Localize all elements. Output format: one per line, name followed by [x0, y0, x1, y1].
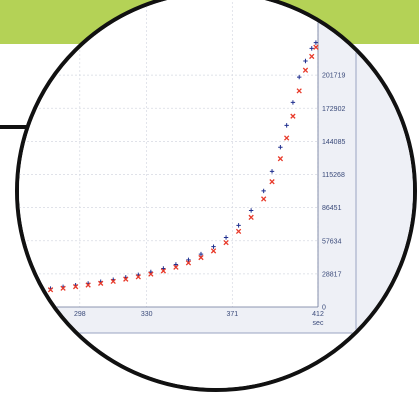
data-point-x [269, 179, 275, 185]
data-point-x [98, 280, 104, 286]
y-tick-label: 172902 [322, 106, 345, 113]
data-point-plus [284, 123, 289, 128]
y-tick-label: 86451 [322, 205, 342, 212]
data-point-plus [290, 100, 296, 105]
data-point-plus [186, 257, 191, 263]
y-tick-label: 115268 [322, 172, 345, 179]
data-point-x [223, 239, 229, 246]
x-tick-label: 371 [226, 311, 238, 318]
y-tick-label: 28817 [322, 271, 342, 278]
data-point-plus [269, 169, 275, 174]
y-tick-label: 144085 [322, 139, 345, 146]
data-point-plus [236, 223, 241, 228]
data-point-plus [161, 266, 166, 271]
data-point-x [85, 282, 91, 288]
data-point-plus [248, 208, 254, 213]
data-point-x [72, 283, 79, 290]
data-point-plus [173, 262, 179, 267]
y-tick-label: 57634 [322, 238, 342, 245]
x-axis-panel [19, 307, 356, 333]
data-point-x [302, 67, 309, 73]
data-point-x [283, 135, 290, 141]
data-point-x [110, 278, 116, 285]
y-axis-panel [318, 0, 413, 333]
data-point-x [47, 287, 54, 293]
x-tick-label: 412 [312, 311, 324, 318]
data-point-plus [261, 188, 266, 194]
x-unit-label: sec [313, 320, 324, 327]
data-point-plus [198, 251, 204, 257]
zoomed-chart: 0 28817 57634 86451 115268 144085 172902 201719… [19, 0, 413, 388]
below-chart-area [19, 333, 413, 388]
data-point-x [313, 44, 319, 50]
data-point-x [277, 156, 284, 162]
y-tick-label: 201719 [322, 73, 345, 80]
data-point-x [160, 268, 167, 274]
data-point-x [60, 285, 66, 291]
data-point-x [309, 53, 315, 60]
data-point-x [35, 288, 41, 295]
x-tick-label: 330 [141, 311, 153, 318]
data-point-x [135, 274, 141, 280]
data-point-x [290, 113, 296, 119]
pointer-line [0, 125, 33, 129]
data-point-plus [278, 145, 283, 150]
data-point-x [296, 88, 302, 94]
plot-area [19, 0, 318, 307]
data-point-x [210, 248, 217, 254]
data-point-plus [303, 58, 308, 64]
x-tick-label: 298 [74, 311, 86, 318]
magnifier-lens: 0 28817 57634 86451 115268 144085 172902 201719… [15, 0, 417, 392]
data-point-plus [211, 244, 216, 249]
data-point-plus [309, 46, 314, 51]
data-point-x [173, 264, 179, 270]
y-tick-label: 0 [322, 305, 326, 312]
data-point-x [235, 228, 242, 235]
data-point-plus [296, 74, 302, 80]
data-point-plus [223, 235, 229, 240]
data-point-x [198, 254, 204, 261]
data-point-x [123, 276, 129, 282]
data-point-x [261, 196, 267, 202]
data-point-x [185, 260, 192, 266]
data-point-plus [313, 40, 319, 45]
data-point-x [248, 214, 254, 220]
data-point-x [148, 271, 154, 277]
